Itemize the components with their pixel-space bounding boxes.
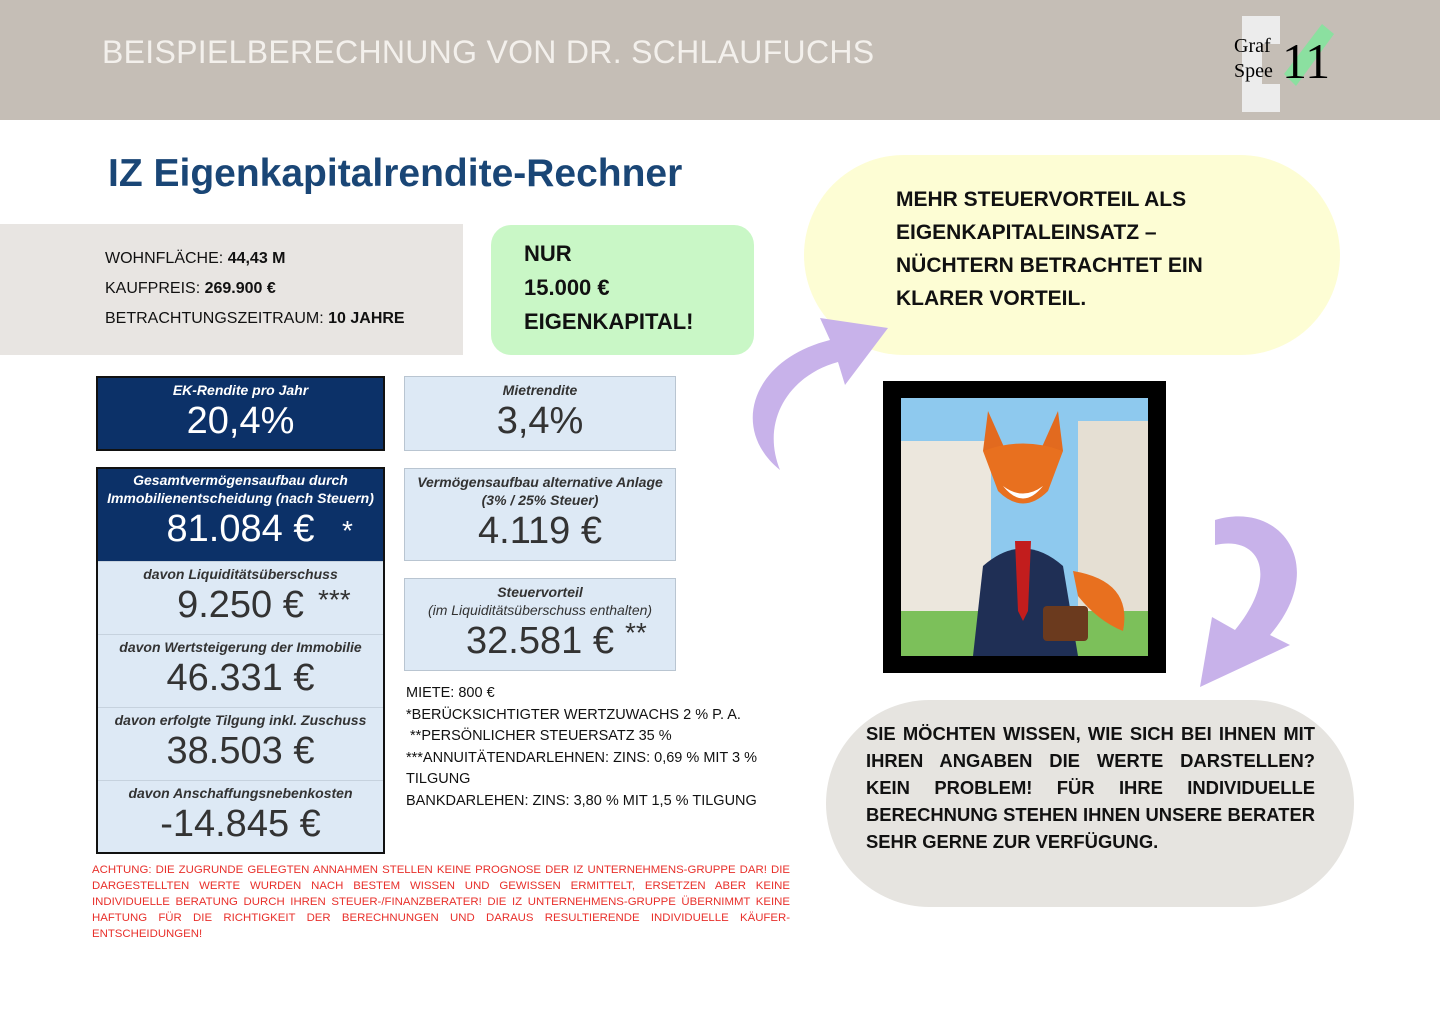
kpi-box: Mietrendite 3,4% [404, 376, 676, 451]
note: **PERSÖNLICHER STEUERSATZ 35 % [406, 728, 672, 744]
house [901, 441, 991, 616]
kpi-box: EK-Rendite pro Jahr 20,4% [96, 376, 385, 451]
arrow-shape [1200, 516, 1297, 687]
kpi-label: davon Anschaffungsnebenkosten [128, 785, 353, 801]
fact-label: BETRACHTUNGSZEITRAUM: [105, 310, 324, 327]
muzzle [1003, 486, 1043, 499]
note: BANKDARLEHEN: ZINS: 3,80 % MIT 1,5 % TIL… [406, 792, 757, 809]
kpi-row: davon Liquiditätsüberschuss 9.250 € *** [98, 561, 383, 634]
kpi-value: -14.845 € [160, 803, 321, 845]
briefcase [1043, 606, 1088, 641]
kpi-value: 46.331 € [166, 657, 315, 699]
fact: BETRACHTUNGSZEITRAUM: 10 JAHRE [105, 304, 463, 334]
disclaimer: ACHTUNG: DIE ZUGRUNDE GELEGTEN ANNAHMEN … [92, 864, 790, 940]
arrow-down [1200, 516, 1297, 687]
logo-text: Graf [1234, 35, 1271, 57]
fact-value: 269.900 € [204, 280, 276, 297]
fox-head [983, 443, 1063, 504]
kpi-label: davon erfolgte Tilgung inkl. Zuschuss [114, 712, 367, 728]
calculator-title: IZ Eigenkapitalrendite-Rechner [108, 152, 683, 195]
fact-value: 10 JAHRE [328, 310, 405, 327]
kpi-total: Gesamtvermögensaufbau durch Immobilienen… [98, 469, 383, 561]
logo-accent [1284, 24, 1334, 86]
ear [983, 411, 1008, 456]
fact-label: WOHNFLÄCHE: [105, 250, 224, 267]
header-title: BEISPIELBERECHNUNG VON DR. SCHLAUFUCHS [102, 34, 875, 70]
arrow-shape [752, 318, 888, 470]
note: MIETE: 800 € [406, 685, 495, 701]
tail [1073, 571, 1125, 631]
footnote-marker: ** [625, 617, 647, 648]
kpi-value: 3,4% [496, 400, 584, 442]
kpi-value: 20,4% [186, 400, 295, 442]
equity-badge: NUR 15.000 € EIGENKAPITAL! [491, 225, 754, 355]
kpi-sublabel: (3% / 25% Steuer) [481, 492, 599, 508]
logo: Graf Spee 11 [1234, 16, 1334, 112]
kpi-label: Mietrendite [502, 382, 578, 398]
kpi-value: 32.581 € [466, 620, 614, 662]
logo-shape [1242, 16, 1280, 112]
kpi-sublabel: (im Liquiditätsüberschuss enthalten) [427, 602, 653, 618]
kpi-box: Steuervorteil (im Liquiditätsüberschuss … [404, 578, 676, 671]
fact: WOHNFLÄCHE: 44,43 M [105, 244, 463, 274]
kpi-box: Vermögensaufbau alternative Anlage (3% /… [404, 468, 676, 561]
kpi-label: Vermögensaufbau alternative Anlage [417, 474, 663, 490]
ear [1038, 411, 1063, 456]
logo-text: Spee [1234, 60, 1273, 82]
facts-panel: WOHNFLÄCHE: 44,43 M KAUFPREIS: 269.900 €… [0, 224, 463, 355]
kpi-label: davon Liquiditätsüberschuss [143, 566, 338, 582]
kpi-label: EK-Rendite pro Jahr [172, 382, 309, 398]
kpi-value: 9.250 € [177, 584, 304, 626]
fact: KAUFPREIS: 269.900 € [105, 274, 463, 304]
kpi-value: 4.119 € [478, 510, 602, 552]
note: ***ANNUITÄTENDARLEHNEN: ZINS: 0,69 % MIT… [406, 749, 758, 788]
fact-value: 44,43 M [227, 250, 286, 267]
header [0, 0, 1440, 120]
arrow-up [752, 318, 888, 470]
note: *BERÜCKSICHTIGTER WERTZUWACHS 2 % P. A. [406, 706, 741, 723]
fact-label: KAUFPREIS: [105, 280, 201, 297]
kpi-row: davon Anschaffungsnebenkosten -14.845 € [98, 780, 383, 853]
kpi-row: davon erfolgte Tilgung inkl. Zuschuss 38… [98, 707, 383, 780]
kpi-value: 38.503 € [166, 730, 315, 772]
kpi-row: davon Wertsteigerung der Immobilie 46.33… [98, 634, 383, 707]
kpi-group: Gesamtvermögensaufbau durch Immobilienen… [96, 467, 385, 854]
badge-line: 15.000 € [524, 275, 610, 300]
notes: MIETE: 800 € *BERÜCKSICHTIGTER WERTZUWAC… [406, 683, 790, 812]
badge-line: NUR [524, 241, 572, 266]
footnote-marker: * [342, 515, 353, 546]
speech-bubble: MEHR STEUERVORTEIL ALS EIGENKAPITALEINSA… [804, 155, 1340, 355]
logo-number: 11 [1282, 33, 1330, 89]
fox-illustration [883, 381, 1166, 673]
kpi-label: davon Wertsteigerung der Immobilie [119, 639, 362, 655]
badge-line: EIGENKAPITAL! [524, 309, 694, 334]
speech-bubble: SIE MÖCHTEN WISSEN, WIE SICH BEI IHNEN M… [826, 700, 1354, 907]
kpi-label: Gesamtvermögensaufbau durch Immobilienen… [107, 472, 374, 506]
footnote-marker: *** [318, 584, 351, 615]
tie [1015, 541, 1031, 621]
kpi-label: Steuervorteil [497, 584, 583, 600]
kpi-value: 81.084 € [166, 508, 315, 550]
